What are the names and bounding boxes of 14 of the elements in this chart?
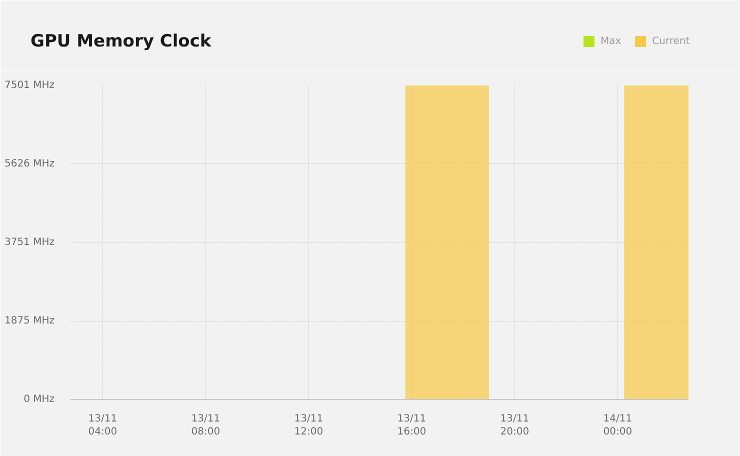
y-tick-label: 7501 MHz [4, 80, 55, 91]
y-tick-label: 3751 MHz [4, 236, 55, 248]
x-tick-label: 13/11 08:00 [191, 414, 220, 438]
chart-title: GPU Memory Clock [30, 32, 212, 52]
y-tick-label: 5626 MHz [4, 158, 55, 170]
x-tick-label: 13/11 16:00 [397, 414, 426, 438]
y-tick-label: 0 MHz [24, 394, 54, 405]
x-tick-label: 13/11 04:00 [88, 414, 118, 438]
legend-label: Current [652, 36, 690, 47]
x-tick-label: 13/11 20:00 [500, 414, 530, 438]
x-tick-label: 13/11 12:00 [294, 414, 324, 438]
legend-label: Max [600, 36, 622, 47]
x-tick-label: 14/11 00:00 [603, 414, 632, 438]
y-tick-label: 1875 MHz [4, 316, 55, 327]
